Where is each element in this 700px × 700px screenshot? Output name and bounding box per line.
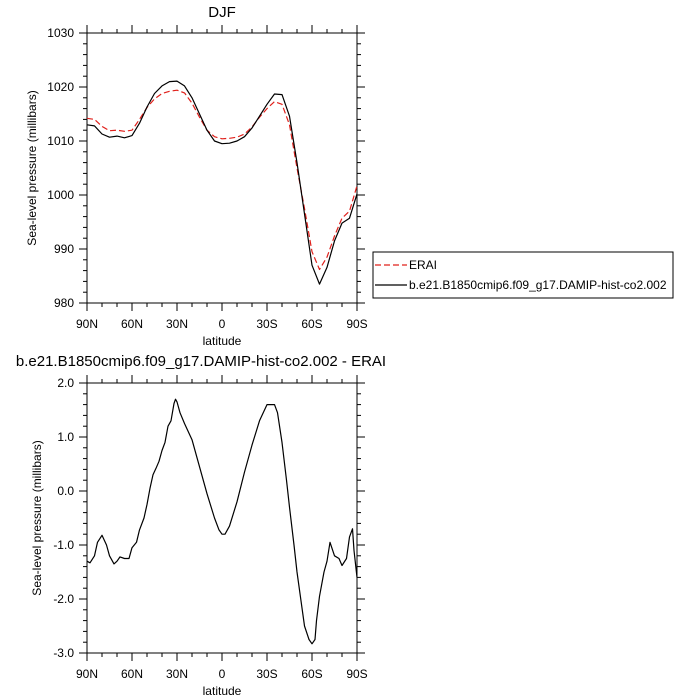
series-line-0	[86, 89, 358, 271]
x-tick-label: 30N	[166, 667, 188, 681]
x-axis-label: latitude	[203, 684, 242, 698]
x-tick-label: 90S	[346, 317, 367, 331]
top-chart: DJF 90N 60N 30N 0 30S 60S 90S 980 990 1000 1010 1020…	[25, 4, 674, 348]
x-tick-label: 30S	[256, 317, 277, 331]
x-tick-label: 60S	[301, 667, 322, 681]
x-tick-label: 60S	[301, 317, 322, 331]
series-line-1	[86, 80, 358, 285]
y-axis-label: Sea-level pressure (millibars)	[30, 440, 44, 595]
x-tick-label: 0	[219, 667, 226, 681]
y-tick-label: 980	[54, 296, 74, 310]
y-tick-label: -1.0	[53, 538, 74, 552]
legend-entry: b.e21.B1850cmip6.f09_g17.DAMIP-hist-co2.…	[409, 278, 667, 292]
y-tick-label: 2.0	[57, 376, 74, 390]
bottom-chart: b.e21.B1850cmip6.f09_g17.DAMIP-hist-co2.…	[16, 353, 386, 698]
x-tick-label: 60N	[121, 667, 143, 681]
y-tick-label: 1030	[47, 26, 74, 40]
series-line-0	[86, 398, 358, 645]
legend-box	[372, 251, 674, 299]
x-tick-label: 90N	[76, 317, 98, 331]
x-tick-label: 0	[219, 317, 226, 331]
x-axis-label: latitude	[203, 334, 242, 348]
y-tick-label: -2.0	[53, 592, 74, 606]
y-tick-label: 1010	[47, 134, 74, 148]
y-axis-label: Sea-level pressure (millibars)	[25, 90, 39, 245]
y-tick-label: -3.0	[53, 646, 74, 660]
plot-frame	[86, 382, 358, 654]
x-tick-label: 30S	[256, 667, 277, 681]
y-tick-label: 1020	[47, 80, 74, 94]
x-tick-label: 90N	[76, 667, 98, 681]
y-tick-label: 0.0	[57, 484, 74, 498]
y-tick-label: 990	[54, 242, 74, 256]
y-tick-label: 1000	[47, 188, 74, 202]
x-tick-label: 60N	[121, 317, 143, 331]
x-tick-label: 90S	[346, 667, 367, 681]
y-tick-label: 1.0	[57, 430, 74, 444]
x-tick-label: 30N	[166, 317, 188, 331]
legend-entry: ERAI	[409, 258, 437, 272]
chart-title: DJF	[208, 4, 236, 21]
chart-title: b.e21.B1850cmip6.f09_g17.DAMIP-hist-co2.…	[16, 353, 386, 370]
